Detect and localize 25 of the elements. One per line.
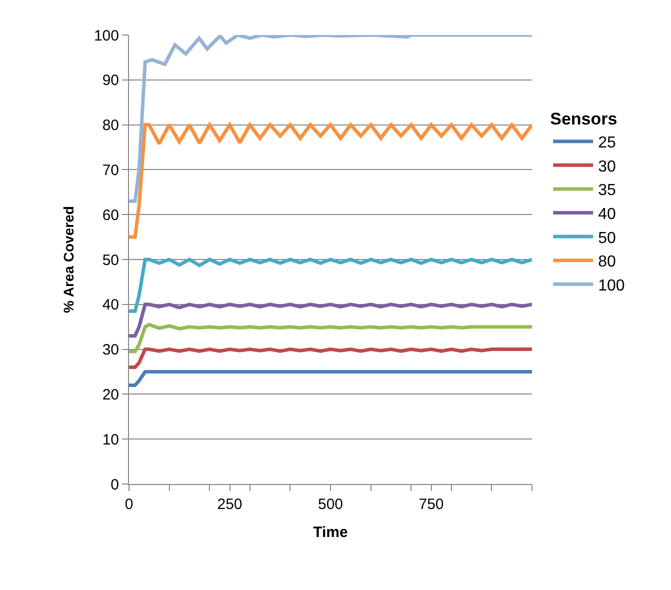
y-tick-label: 10 <box>102 431 119 448</box>
x-tick-label: 0 <box>124 496 134 513</box>
y-tick-label: 80 <box>102 117 119 134</box>
y-tick-label: 90 <box>102 72 119 90</box>
legend-label: 80 <box>598 254 616 271</box>
legend-title: Sensors <box>550 109 618 128</box>
legend-label: 50 <box>598 230 616 247</box>
y-axis-title: % Area Covered <box>60 206 77 313</box>
x-tick-label: 500 <box>318 496 344 513</box>
y-tick-label: 20 <box>102 386 119 404</box>
x-axis-title: Time <box>313 524 348 541</box>
legend-label: 40 <box>598 206 616 223</box>
legend-label: 30 <box>598 158 616 176</box>
legend-label: 35 <box>598 182 616 200</box>
y-tick-label: 30 <box>102 342 119 359</box>
x-tick-label: 250 <box>217 496 242 513</box>
legend-label: 25 <box>598 134 616 152</box>
y-tick-label: 0 <box>110 476 119 494</box>
y-tick-label: 50 <box>102 252 119 269</box>
y-tick-label: 40 <box>102 296 119 314</box>
x-tick-label: 750 <box>418 496 444 513</box>
legend-label: 100 <box>598 277 625 294</box>
y-tick-label: 100 <box>94 27 119 44</box>
y-tick-label: 70 <box>102 162 119 179</box>
y-tick-label: 60 <box>102 206 119 224</box>
